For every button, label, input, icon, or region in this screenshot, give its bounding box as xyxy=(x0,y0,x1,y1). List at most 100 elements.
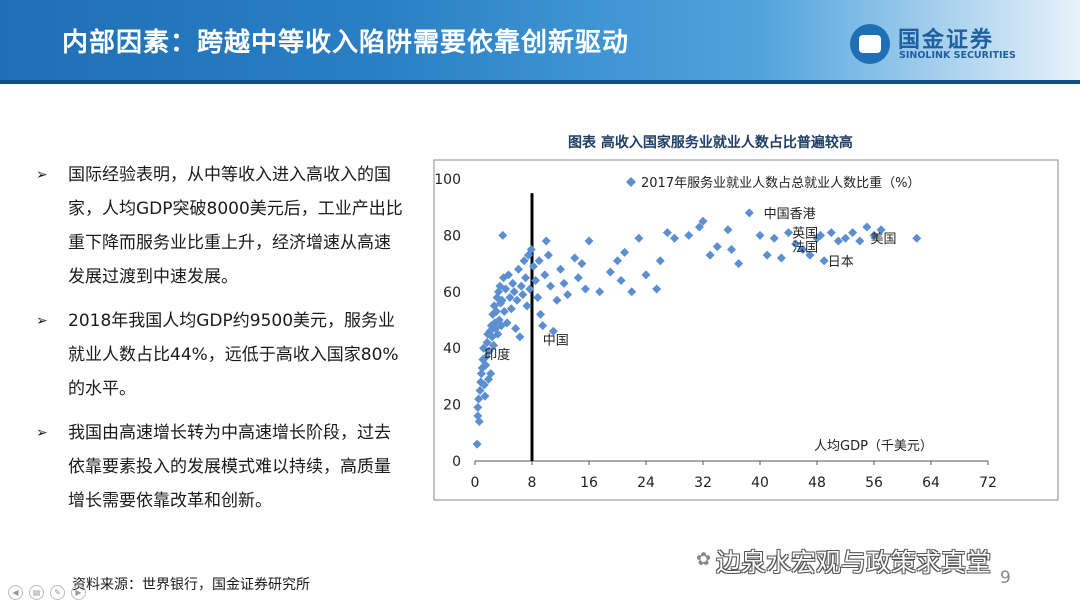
data-point xyxy=(499,307,509,317)
bullet-arrow-icon: ➢ xyxy=(36,313,48,329)
data-point xyxy=(488,309,498,319)
data-point xyxy=(473,411,483,421)
data-point xyxy=(489,340,499,350)
data-point xyxy=(652,284,662,294)
data-point xyxy=(563,290,573,300)
data-point xyxy=(509,287,519,297)
data-point xyxy=(486,369,496,379)
data-point xyxy=(493,329,503,339)
data-point xyxy=(769,233,779,243)
data-point xyxy=(541,236,551,246)
data-point xyxy=(474,417,484,427)
logo-name-cn: 国金证券 xyxy=(898,28,995,53)
data-point xyxy=(518,290,528,300)
nav-next-icon[interactable]: ▶ xyxy=(71,585,86,600)
x-tick-label: 56 xyxy=(865,475,883,491)
data-point xyxy=(508,278,518,288)
data-point xyxy=(698,216,708,226)
logo-icon xyxy=(850,24,890,64)
data-point xyxy=(855,236,865,246)
scatter-chart: 0 8 16 24 32 40 48 56 64 72 0 20 40 60 80 100 2017年服务业就业… xyxy=(426,152,1066,502)
logo-name-en: SINOLINK SECURITIES xyxy=(899,50,1016,61)
data-point xyxy=(540,270,550,280)
data-point xyxy=(513,264,523,274)
data-point xyxy=(483,329,493,339)
data-point xyxy=(584,236,594,246)
data-point xyxy=(472,439,482,449)
source-note: 资料来源：世界银行，国金证券研究所 xyxy=(72,577,310,593)
data-point xyxy=(662,228,672,238)
data-point xyxy=(791,239,801,249)
data-point xyxy=(705,250,715,260)
legend-marker xyxy=(626,177,636,187)
point-annotation: 日本 xyxy=(828,255,854,270)
bullet-text: 国际经验表明，从中等收入进入高收入的国家，人均GDP突破8000美元后，工业产出… xyxy=(68,165,403,287)
data-point xyxy=(848,228,858,238)
x-tick-label: 72 xyxy=(979,475,997,491)
y-tick-label: 60 xyxy=(443,285,461,301)
data-point xyxy=(531,276,541,286)
x-tick-label: 24 xyxy=(637,475,655,491)
y-tick-label: 100 xyxy=(434,172,461,188)
data-point xyxy=(694,222,704,232)
bullet-text: 2018年我国人均GDP约9500美元，服务业就业人数占比44%，远低于高收入国… xyxy=(68,311,399,399)
company-logo: 国金证券 SINOLINK SECURITIES xyxy=(850,20,1070,66)
data-point xyxy=(491,307,501,317)
bullet-arrow-icon: ➢ xyxy=(36,425,48,441)
data-point xyxy=(534,256,544,266)
data-point xyxy=(476,369,486,379)
bullet-text: 我国由高速增长转为中高速增长阶段，过去依靠要素投入的发展模式难以持续，高质量增长… xyxy=(68,423,391,511)
data-point xyxy=(613,256,622,266)
nav-pen-icon[interactable]: ✎ xyxy=(50,585,65,600)
data-point xyxy=(538,321,548,331)
data-point xyxy=(570,253,580,263)
point-annotation: 法国 xyxy=(792,241,818,256)
data-point xyxy=(536,309,546,319)
data-point xyxy=(480,391,490,401)
x-tick-label: 8 xyxy=(528,475,537,491)
data-point xyxy=(573,273,583,283)
data-point xyxy=(744,208,754,218)
chart-frame xyxy=(433,159,1059,501)
data-point xyxy=(784,228,793,238)
point-annotation: 英国 xyxy=(792,227,818,242)
data-point xyxy=(487,332,497,342)
data-point xyxy=(475,386,485,395)
data-point xyxy=(595,287,605,297)
data-point xyxy=(515,332,525,342)
data-point xyxy=(634,233,644,243)
data-point xyxy=(912,233,922,243)
data-point xyxy=(862,222,872,232)
data-point xyxy=(727,245,736,254)
data-point xyxy=(497,295,507,305)
data-point xyxy=(577,259,587,269)
point-annotation: 印度 xyxy=(484,347,510,363)
data-point xyxy=(776,253,786,263)
data-point xyxy=(494,315,504,325)
data-point xyxy=(762,250,772,260)
data-point xyxy=(490,318,500,328)
data-point xyxy=(816,230,826,240)
data-point xyxy=(616,276,626,286)
data-point xyxy=(503,270,513,280)
header-band: 内部因素：跨越中等收入陷阱需要依靠创新驱动 国金证券 SINOLINK SECU… xyxy=(0,0,1080,84)
watermark-text: 边泉水宏观与政策求真堂 xyxy=(716,548,992,577)
data-point xyxy=(734,259,744,269)
data-point xyxy=(519,256,529,266)
data-point xyxy=(805,250,815,260)
data-point xyxy=(479,380,489,390)
data-point xyxy=(548,326,558,336)
data-point xyxy=(502,318,512,328)
data-point xyxy=(521,273,531,283)
nav-prev-icon[interactable]: ◀ xyxy=(8,585,23,600)
data-point xyxy=(528,261,538,271)
slide-nav-controls[interactable]: ◀ ▤ ✎ ▶ xyxy=(8,580,92,600)
nav-menu-icon[interactable]: ▤ xyxy=(29,585,44,600)
data-point xyxy=(620,247,630,257)
x-tick-label: 64 xyxy=(922,475,940,491)
data-point xyxy=(552,295,562,305)
data-point xyxy=(512,295,522,305)
data-point xyxy=(826,228,836,238)
wechat-icon: ✿ xyxy=(696,549,712,570)
chart-title: 图表 高收入国家服务业就业人数占比普遍较高 xyxy=(568,135,853,151)
